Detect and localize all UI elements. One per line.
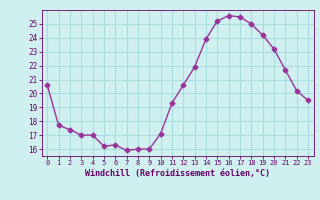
X-axis label: Windchill (Refroidissement éolien,°C): Windchill (Refroidissement éolien,°C) [85, 169, 270, 178]
